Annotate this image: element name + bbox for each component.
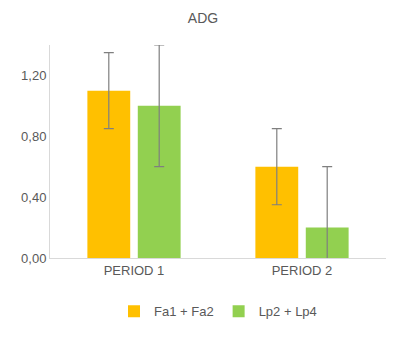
svg-text:Fa1 + Fa2: Fa1 + Fa2 <box>154 304 214 319</box>
svg-text:Lp2 + Lp4: Lp2 + Lp4 <box>259 304 317 319</box>
svg-text:PERIOD 2: PERIOD 2 <box>272 263 333 278</box>
svg-text:PERIOD 1: PERIOD 1 <box>104 263 165 278</box>
svg-text:0,40: 0,40 <box>21 190 46 205</box>
svg-text:0,00: 0,00 <box>21 251 46 266</box>
svg-text:1,20: 1,20 <box>21 68 46 83</box>
svg-text:0,80: 0,80 <box>21 129 46 144</box>
svg-text:ADG: ADG <box>188 10 218 26</box>
